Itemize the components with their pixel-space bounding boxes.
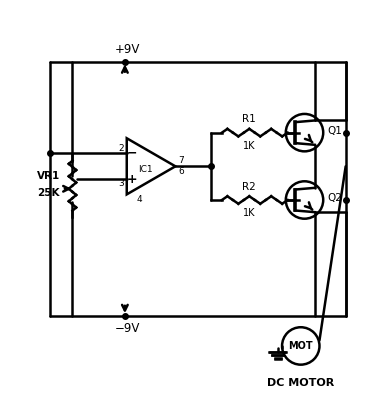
Text: 1K: 1K [243,141,256,151]
Text: +9V: +9V [115,43,141,56]
Text: +: + [127,172,138,186]
Text: 7: 7 [178,156,184,165]
Text: 4: 4 [137,196,143,204]
Text: Q1: Q1 [328,126,343,136]
Text: MOT: MOT [288,341,313,351]
Text: −9V: −9V [115,322,141,335]
Text: Q2: Q2 [328,193,343,203]
Text: 1K: 1K [243,208,256,218]
Text: −: − [127,146,138,159]
Text: DC MOTOR: DC MOTOR [267,378,334,388]
Text: 2: 2 [118,144,124,153]
Text: VR1: VR1 [37,171,60,181]
Text: IC1: IC1 [138,165,153,174]
Text: R1: R1 [242,114,256,124]
Text: 6: 6 [178,168,184,176]
Text: R2: R2 [242,182,256,192]
Text: 25K: 25K [37,188,60,198]
Text: 3: 3 [118,180,124,188]
